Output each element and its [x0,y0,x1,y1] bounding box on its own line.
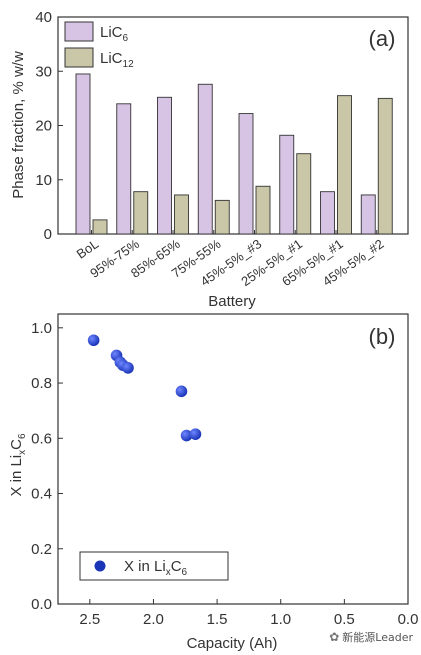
bar-lic6-bol [75,73,91,235]
panel-b-label: (b) [369,324,396,349]
panel-b-xtick-label: 2.5 [79,611,100,628]
bar-lic12-45-5-2 [377,97,393,235]
panel-b-frame [57,313,409,605]
bar-lic12-65-5-1 [337,95,352,235]
panel-b: 0.0 0.2 0.4 0.6 0.8 1.0 2.5 2.0 1.5 1.0 0.5 0.0 (b… [8,313,419,652]
panel-b-ytick-label: 0.6 [31,430,52,447]
panel-b-ytick-label: 0.2 [31,541,52,558]
panel-a-legend: LiC6 LiC12 [64,21,134,70]
legend-label-x-in-lixc6: X in LixC6 [124,558,188,578]
panel-a-ytick-label: 30 [35,63,52,80]
panel-b-xtick-label: 1.5 [207,611,228,628]
legend-label-lic12: LiC12 [100,50,134,70]
legend-swatch-lic6 [64,21,94,42]
panel-b-xlabel: Capacity (Ah) [187,635,278,652]
panel-b-xtick-label: 0.5 [334,611,355,628]
panel-b-ytick-label: 1.0 [31,320,52,337]
panel-b-xtick-label: 1.0 [270,611,291,628]
panel-a-ytick-label: 0 [44,226,52,243]
data-point-8 [189,428,202,440]
panel-a-ytick-label: 10 [35,172,52,189]
panel-b-ylabel: X in LixC6 [8,433,28,497]
bar-lic6-75-55 [197,83,213,235]
bar-lic12-95-75 [133,191,149,235]
panel-b-ytick-label: 0.0 [31,596,52,613]
panel-a-ytick-label: 20 [35,118,52,135]
bar-lic12-45-5-3 [255,185,271,235]
panel-b-ytick-label: 0.8 [31,375,52,392]
legend-label-lic6: LiC6 [100,24,129,44]
panel-a-ytick-label: 40 [35,9,52,26]
watermark-text: 新能源Leader [342,631,413,644]
bar-lic6-45-5-2 [360,194,376,235]
legend-marker-x-in-lixc6 [94,560,106,572]
data-point-5 [122,362,134,374]
wechat-icon: ✿ [329,630,340,644]
bar-lic6-85-65 [157,96,172,235]
data-point-6 [175,385,188,398]
bar-lic12-75-55 [214,199,230,235]
bar-lic12-bol [92,219,108,235]
panel-a-xlabel: Battery [208,293,256,310]
bar-lic12-25-5-1 [296,153,312,235]
data-point-7 [180,429,193,442]
panel-b-legend: X in LixC6 [79,551,229,581]
panel-a-xtick-label-bol: BoL [74,236,102,262]
legend-swatch-lic12 [64,47,94,68]
panel-a-label: (a) [369,26,396,51]
panel-a-ylabel: Phase fraction, % w/w [10,51,27,199]
panel-b-xtick-label: 0.0 [398,611,419,628]
data-point-1 [87,334,100,347]
bar-lic12-85-65 [174,194,189,235]
watermark: ✿ 新能源Leader [329,629,413,645]
panel-b-ytick-label: 0.4 [31,486,52,503]
panel-b-xtick-label: 2.0 [143,611,164,628]
bar-lic6-25-5-1 [279,134,295,235]
bar-lic6-65-5-1 [320,191,335,235]
bar-lic6-45-5-3 [238,113,254,235]
bar-lic6-95-75 [116,103,132,235]
